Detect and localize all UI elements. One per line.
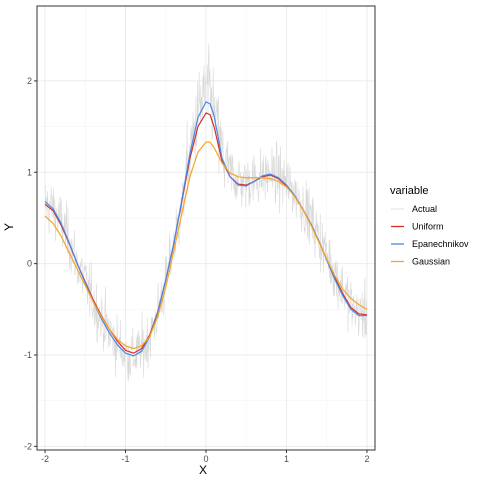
x-tick-label: -1 bbox=[122, 454, 130, 464]
x-tick-label: 0 bbox=[203, 454, 208, 464]
legend-item-epanechnikov: Epanechnikov bbox=[391, 239, 469, 249]
legend-item-uniform: Uniform bbox=[391, 222, 444, 232]
legend-label-gaussian: Gaussian bbox=[412, 257, 450, 267]
y-tick-label: -2 bbox=[24, 441, 32, 451]
series-line-gaussian bbox=[44, 141, 368, 350]
x-axis-title: X bbox=[199, 463, 207, 477]
legend: variable Actual Uniform Epanechnikov Gaussi… bbox=[390, 185, 469, 267]
axis-layer: -2 -1 0 1 2 -2 -1 0 1 2 bbox=[24, 76, 369, 464]
legend-items: Actual Uniform Epanechnikov Gaussian bbox=[391, 204, 469, 267]
legend-item-actual: Actual bbox=[391, 204, 437, 214]
x-tick-label: 2 bbox=[364, 454, 369, 464]
legend-title: variable bbox=[390, 185, 429, 197]
y-tick-label: 2 bbox=[27, 76, 32, 86]
y-tick-label: -1 bbox=[24, 350, 32, 360]
legend-label-epanechnikov: Epanechnikov bbox=[412, 239, 469, 249]
x-tick-label: 1 bbox=[284, 454, 289, 464]
legend-label-actual: Actual bbox=[412, 204, 437, 214]
y-axis-title: Y bbox=[2, 223, 16, 231]
grid-layer bbox=[37, 6, 375, 450]
legend-label-uniform: Uniform bbox=[412, 222, 444, 232]
y-tick-label: 1 bbox=[27, 167, 32, 177]
x-tick-label: -2 bbox=[41, 454, 49, 464]
series-line-actual bbox=[44, 43, 368, 382]
legend-item-gaussian: Gaussian bbox=[391, 257, 450, 267]
series-layer bbox=[44, 43, 368, 382]
y-tick-label: 0 bbox=[27, 259, 32, 269]
